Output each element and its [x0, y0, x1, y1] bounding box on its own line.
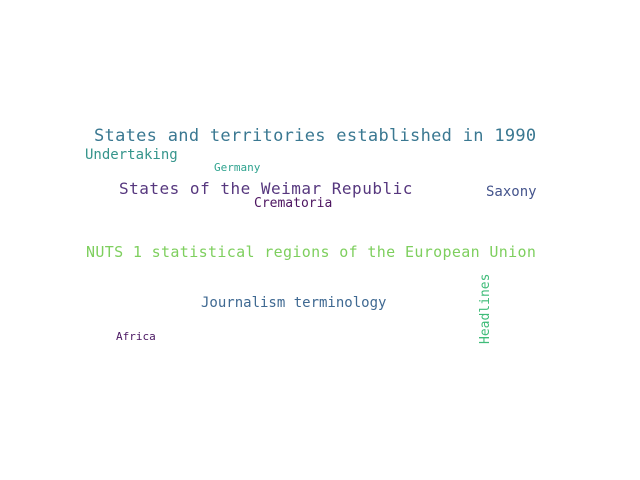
word-africa: Africa: [116, 330, 156, 343]
word-weimar-republic: States of the Weimar Republic: [119, 179, 413, 198]
word-saxony: Saxony: [486, 184, 537, 200]
word-states-territories-1990: States and territories established in 19…: [94, 126, 537, 146]
word-undertaking: Undertaking: [85, 147, 178, 163]
word-crematoria: Crematoria: [254, 196, 333, 211]
word-headlines: Headlines: [478, 273, 493, 344]
word-germany: Germany: [214, 161, 261, 174]
word-journalism-terminology: Journalism terminology: [201, 295, 387, 311]
word-nuts-regions: NUTS 1 statistical regions of the Europe…: [86, 243, 537, 261]
